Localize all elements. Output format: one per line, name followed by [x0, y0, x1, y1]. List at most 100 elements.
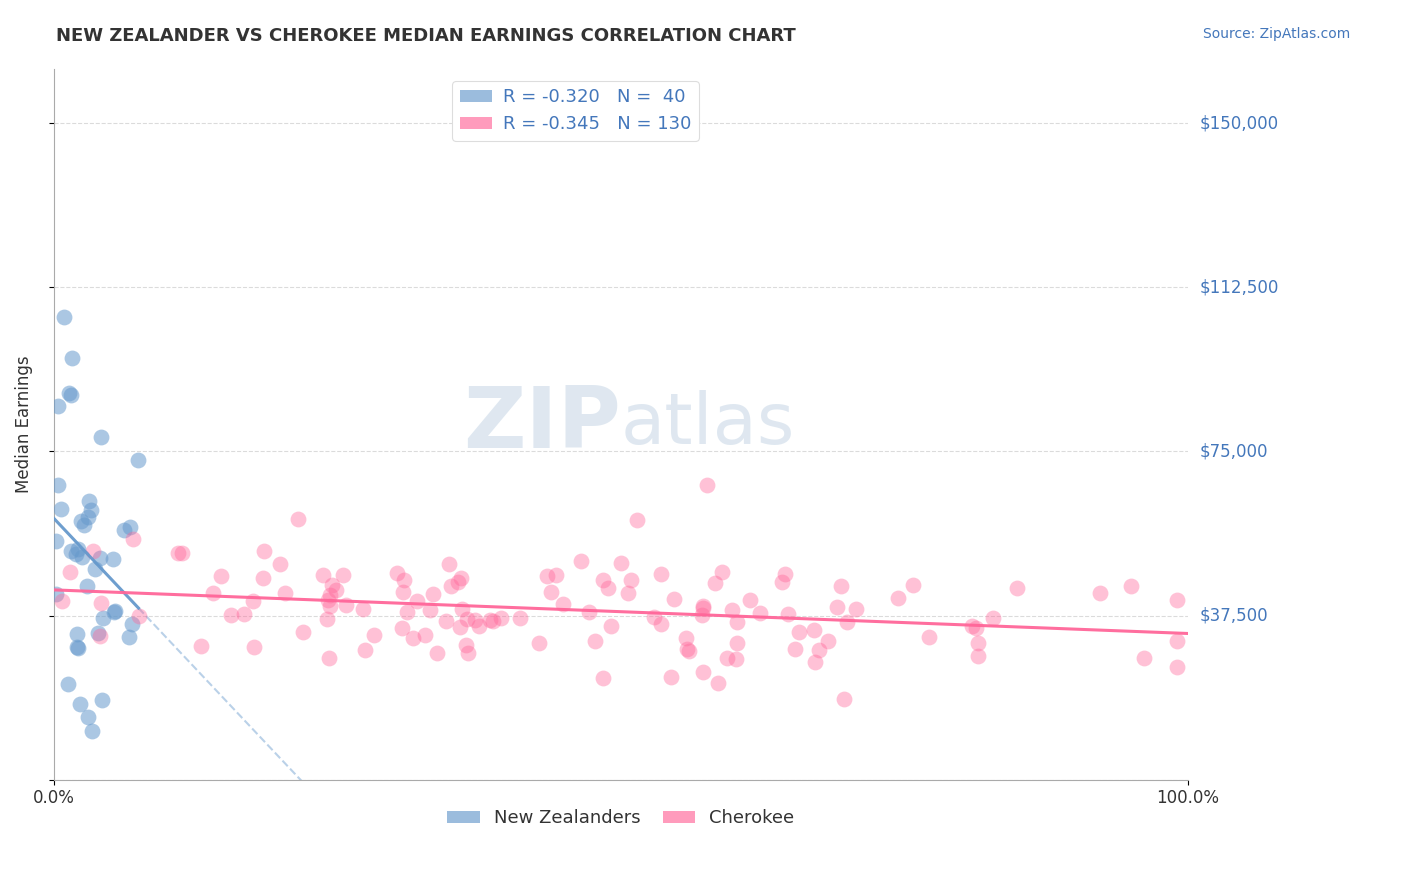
Point	[319, 588, 342, 602]
Point	[87, 626, 110, 640]
Point	[887, 591, 910, 606]
Point	[1133, 651, 1156, 665]
Point	[80, 723, 103, 738]
Point	[59, 566, 82, 580]
Point	[966, 636, 988, 650]
Point	[725, 615, 748, 629]
Point	[450, 571, 472, 585]
Point	[65, 547, 87, 561]
Point	[966, 648, 988, 663]
Point	[274, 586, 297, 600]
Point	[128, 608, 150, 623]
Point	[321, 578, 343, 592]
Point	[918, 630, 941, 644]
Point	[391, 622, 413, 636]
Point	[592, 671, 614, 685]
Point	[77, 709, 100, 723]
Point	[540, 585, 562, 599]
Point	[104, 604, 127, 618]
Point	[620, 573, 643, 587]
Point	[716, 650, 738, 665]
Point	[103, 552, 125, 566]
Point	[775, 566, 797, 581]
Point	[725, 652, 748, 666]
Point	[66, 640, 89, 654]
Point	[569, 554, 592, 568]
Point	[536, 568, 558, 582]
Point	[413, 627, 436, 641]
Legend: New Zealanders, Cherokee: New Zealanders, Cherokee	[440, 802, 801, 835]
Point	[803, 655, 825, 669]
Point	[103, 605, 125, 619]
Point	[89, 551, 111, 566]
Point	[60, 387, 83, 401]
Point	[253, 543, 276, 558]
Point	[121, 617, 143, 632]
Point	[675, 631, 697, 645]
Point	[783, 642, 806, 657]
Point	[807, 643, 830, 657]
Point	[553, 598, 575, 612]
Point	[725, 636, 748, 650]
Point	[696, 478, 718, 492]
Point	[291, 625, 314, 640]
Point	[202, 586, 225, 600]
Point	[316, 592, 339, 607]
Point	[965, 622, 987, 636]
Point	[981, 611, 1004, 625]
Y-axis label: Median Earnings: Median Earnings	[15, 355, 32, 493]
Text: Source: ZipAtlas.com: Source: ZipAtlas.com	[1202, 27, 1350, 41]
Point	[721, 603, 744, 617]
Point	[817, 633, 839, 648]
Point	[121, 532, 143, 546]
Point	[46, 477, 69, 491]
Point	[45, 534, 67, 549]
Point	[692, 599, 714, 613]
Point	[827, 599, 849, 614]
Text: $112,500: $112,500	[1199, 278, 1278, 296]
Point	[269, 558, 291, 572]
Point	[83, 562, 105, 576]
Point	[118, 520, 141, 534]
Point	[440, 579, 463, 593]
Point	[710, 565, 733, 579]
Point	[76, 579, 98, 593]
Point	[1166, 659, 1188, 673]
Point	[1166, 592, 1188, 607]
Point	[738, 592, 761, 607]
Point	[405, 593, 427, 607]
Text: atlas: atlas	[621, 390, 796, 458]
Point	[600, 618, 623, 632]
Point	[52, 310, 75, 324]
Point	[118, 630, 141, 644]
Point	[544, 568, 567, 582]
Point	[56, 676, 79, 690]
Point	[482, 614, 505, 628]
Point	[90, 430, 112, 444]
Point	[583, 634, 606, 648]
Point	[45, 587, 67, 601]
Point	[318, 650, 340, 665]
Point	[1119, 579, 1142, 593]
Point	[316, 611, 339, 625]
Point	[437, 557, 460, 571]
Point	[592, 573, 614, 587]
Point	[509, 611, 531, 625]
Point	[610, 556, 633, 570]
Point	[82, 544, 104, 558]
Point	[221, 607, 243, 622]
Point	[451, 602, 474, 616]
Point	[66, 641, 89, 656]
Point	[311, 568, 333, 582]
Point	[598, 581, 620, 595]
Point	[835, 615, 858, 629]
Point	[91, 611, 114, 625]
Point	[664, 591, 686, 606]
Point	[650, 566, 672, 581]
Point	[402, 631, 425, 645]
Point	[332, 568, 354, 582]
Point	[76, 510, 98, 524]
Point	[58, 385, 80, 400]
Point	[678, 643, 700, 657]
Point	[60, 544, 83, 558]
